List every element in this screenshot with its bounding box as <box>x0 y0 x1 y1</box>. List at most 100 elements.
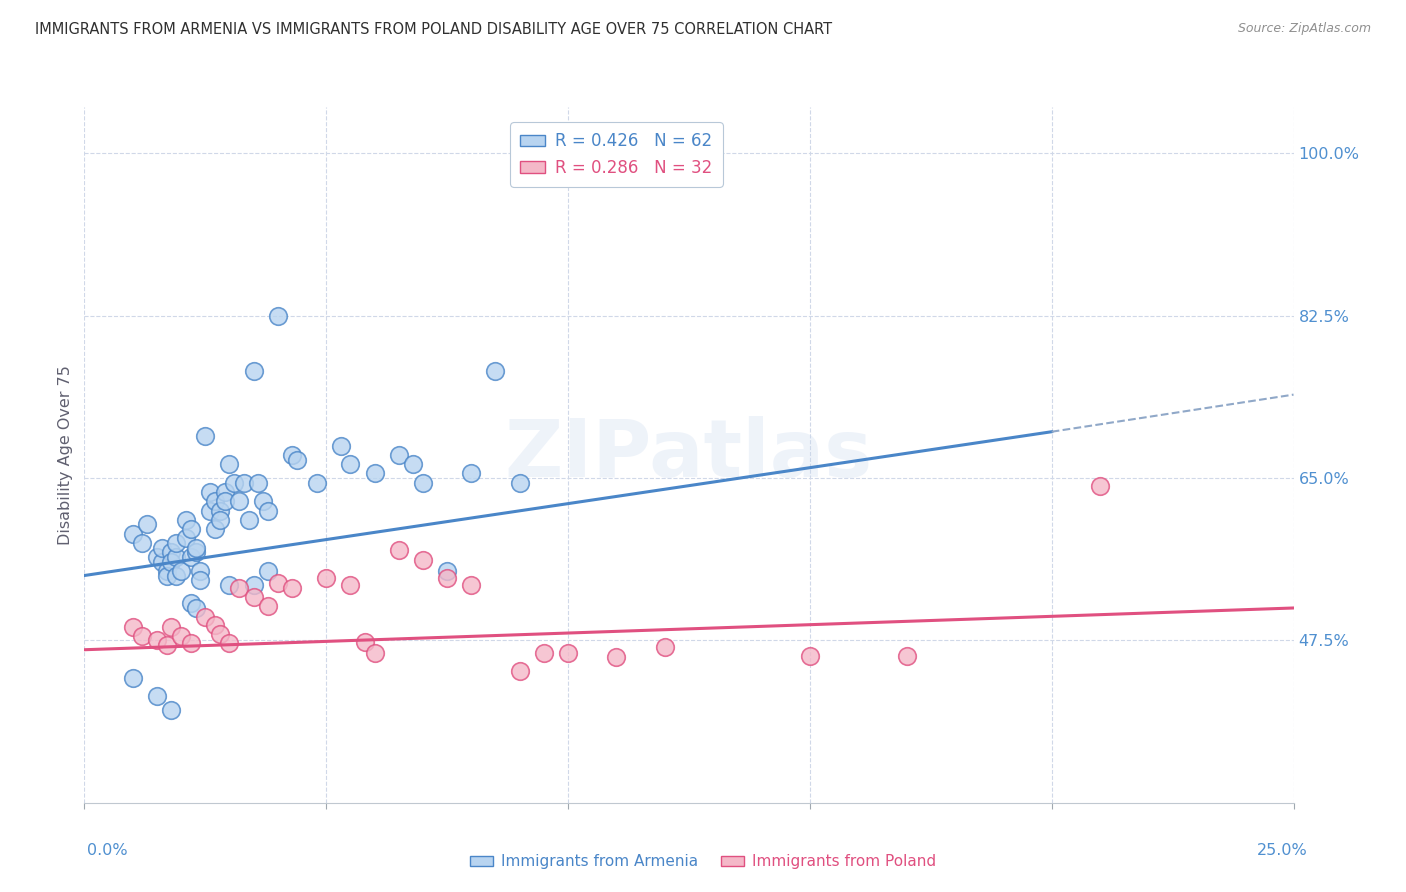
Point <box>155 568 177 582</box>
Point <box>155 638 177 652</box>
Point <box>257 564 280 578</box>
Legend: Immigrants from Armenia, Immigrants from Poland: Immigrants from Armenia, Immigrants from… <box>464 848 942 875</box>
Point <box>896 649 918 664</box>
Point <box>146 549 169 564</box>
Point <box>257 503 280 517</box>
Point <box>339 578 361 592</box>
Text: ZIPatlas: ZIPatlas <box>505 416 873 494</box>
Point <box>160 703 183 717</box>
Point <box>170 629 193 643</box>
Text: IMMIGRANTS FROM ARMENIA VS IMMIGRANTS FROM POLAND DISABILITY AGE OVER 75 CORRELA: IMMIGRANTS FROM ARMENIA VS IMMIGRANTS FR… <box>35 22 832 37</box>
Point <box>533 646 555 660</box>
Point <box>224 475 246 490</box>
Point <box>436 564 458 578</box>
Point <box>184 545 207 559</box>
Point <box>557 646 579 660</box>
Point <box>150 541 173 555</box>
Point <box>198 485 221 500</box>
Point <box>460 578 482 592</box>
Point <box>214 485 236 500</box>
Point <box>388 543 411 558</box>
Point <box>218 457 240 471</box>
Point <box>329 439 352 453</box>
Point <box>233 475 256 490</box>
Point <box>194 610 217 624</box>
Point <box>165 568 187 582</box>
Point <box>194 429 217 443</box>
Point <box>160 555 183 569</box>
Point <box>204 617 226 632</box>
Point <box>160 545 183 559</box>
Point <box>339 457 361 471</box>
Point <box>509 475 531 490</box>
Point <box>238 513 260 527</box>
Point <box>247 475 270 490</box>
Point <box>150 555 173 569</box>
Point <box>136 517 159 532</box>
Point <box>184 541 207 555</box>
Point <box>354 635 377 649</box>
Point <box>121 671 143 685</box>
Point <box>121 526 143 541</box>
Point <box>460 467 482 481</box>
Point <box>242 590 264 604</box>
Point <box>180 549 202 564</box>
Point <box>281 581 304 595</box>
Point <box>190 564 212 578</box>
Point <box>305 475 328 490</box>
Point <box>208 513 231 527</box>
Point <box>131 536 153 550</box>
Point <box>180 522 202 536</box>
Point <box>204 494 226 508</box>
Point <box>208 627 231 641</box>
Point <box>146 689 169 703</box>
Point <box>184 601 207 615</box>
Text: 25.0%: 25.0% <box>1257 843 1308 858</box>
Point <box>315 571 337 585</box>
Point <box>267 309 290 323</box>
Point <box>208 503 231 517</box>
Point <box>388 448 411 462</box>
Text: Source: ZipAtlas.com: Source: ZipAtlas.com <box>1237 22 1371 36</box>
Y-axis label: Disability Age Over 75: Disability Age Over 75 <box>58 365 73 545</box>
Point <box>363 646 385 660</box>
Point <box>242 578 264 592</box>
Point <box>484 364 506 378</box>
Point <box>146 633 169 648</box>
Point <box>165 536 187 550</box>
Point <box>509 664 531 678</box>
Point <box>214 494 236 508</box>
Point <box>267 576 290 591</box>
Point <box>654 640 676 654</box>
Point <box>402 457 425 471</box>
Point <box>228 581 250 595</box>
Point <box>174 532 197 546</box>
Point <box>180 636 202 650</box>
Legend: R = 0.426   N = 62, R = 0.286   N = 32: R = 0.426 N = 62, R = 0.286 N = 32 <box>510 122 723 186</box>
Point <box>228 494 250 508</box>
Point <box>363 467 385 481</box>
Point <box>218 578 240 592</box>
Point <box>174 513 197 527</box>
Point <box>242 364 264 378</box>
Point <box>131 629 153 643</box>
Point <box>285 452 308 467</box>
Point <box>165 549 187 564</box>
Point <box>1088 478 1111 492</box>
Point <box>412 475 434 490</box>
Point <box>257 599 280 614</box>
Point <box>190 573 212 587</box>
Point <box>218 636 240 650</box>
Point <box>170 564 193 578</box>
Point <box>281 448 304 462</box>
Point <box>180 596 202 610</box>
Point <box>204 522 226 536</box>
Point <box>198 503 221 517</box>
Point <box>252 494 274 508</box>
Point <box>412 553 434 567</box>
Text: 0.0%: 0.0% <box>87 843 128 858</box>
Point <box>436 571 458 585</box>
Point <box>121 619 143 633</box>
Point <box>160 619 183 633</box>
Point <box>155 564 177 578</box>
